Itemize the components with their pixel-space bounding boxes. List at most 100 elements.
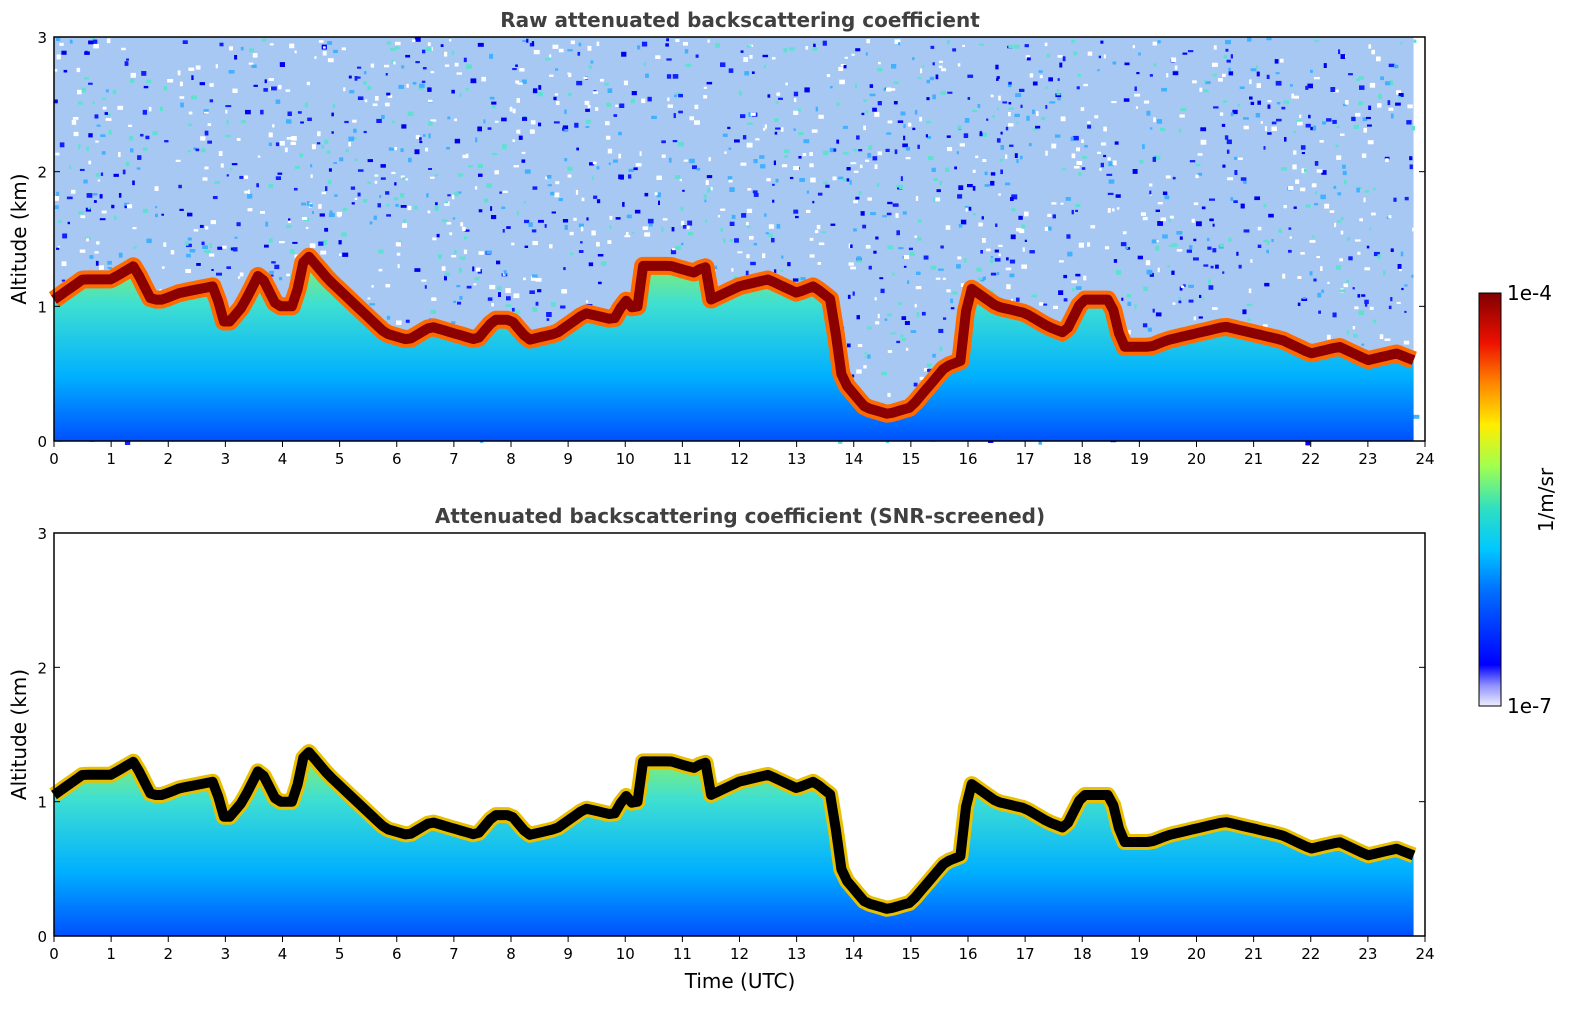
noise-pixel (130, 72, 136, 78)
noise-pixel (853, 148, 858, 152)
noise-pixel (666, 74, 672, 79)
noise-pixel (1172, 302, 1176, 305)
x-tick-label: 24 (1415, 945, 1434, 963)
panel-title: Attenuated backscattering coefficient (S… (435, 504, 1045, 528)
noise-pixel (919, 376, 924, 380)
noise-pixel (778, 97, 783, 100)
noise-pixel (1243, 180, 1247, 184)
noise-pixel (1008, 81, 1012, 85)
noise-pixel (545, 58, 551, 61)
noise-pixel (1021, 224, 1026, 230)
noise-pixel (1053, 305, 1058, 309)
noise-pixel (1056, 93, 1061, 96)
noise-pixel (521, 159, 526, 163)
noise-pixel (1154, 440, 1160, 445)
noise-pixel (96, 124, 101, 127)
noise-pixel (747, 122, 753, 125)
noise-pixel (939, 346, 943, 352)
noise-pixel (556, 101, 560, 105)
noise-pixel (1271, 239, 1274, 243)
noise-pixel (1376, 56, 1381, 62)
noise-pixel (1297, 121, 1303, 126)
noise-pixel (1121, 297, 1124, 301)
noise-pixel (214, 181, 221, 184)
noise-pixel (124, 440, 131, 445)
noise-pixel (188, 123, 193, 127)
x-tick-label: 18 (1073, 450, 1092, 468)
noise-pixel (1128, 329, 1131, 335)
x-tick-label: 22 (1301, 450, 1320, 468)
noise-pixel (1100, 40, 1104, 44)
noise-pixel (412, 39, 416, 42)
noise-pixel (581, 197, 585, 202)
noise-pixel (784, 155, 789, 158)
noise-pixel (1281, 106, 1286, 110)
noise-pixel (72, 117, 79, 120)
noise-pixel (309, 243, 316, 248)
noise-pixel (350, 186, 356, 190)
noise-pixel (932, 353, 936, 358)
colorbar: 1e-4 1e-7 1/m/sr (1478, 281, 1558, 718)
noise-pixel (54, 99, 58, 104)
noise-pixel (728, 68, 734, 73)
x-tick-label: 1 (106, 450, 116, 468)
noise-pixel (624, 235, 631, 238)
noise-pixel (1075, 273, 1081, 277)
noise-pixel (893, 81, 899, 85)
noise-pixel (385, 102, 390, 107)
noise-pixel (538, 219, 544, 223)
noise-pixel (391, 147, 397, 151)
noise-pixel (1165, 175, 1171, 179)
noise-pixel (66, 196, 73, 200)
noise-pixel (996, 138, 1001, 143)
noise-pixel (1047, 213, 1052, 217)
noise-pixel (1275, 80, 1282, 86)
noise-pixel (763, 64, 766, 69)
noise-pixel (529, 129, 535, 134)
noise-pixel (260, 109, 264, 115)
noise-pixel (1073, 51, 1078, 56)
noise-pixel (977, 277, 983, 280)
noise-pixel (203, 250, 208, 253)
noise-pixel (59, 42, 64, 46)
noise-pixel (481, 76, 486, 82)
noise-pixel (457, 301, 462, 305)
noise-pixel (93, 39, 98, 44)
noise-pixel (862, 224, 867, 229)
noise-pixel (59, 142, 65, 148)
noise-pixel (521, 79, 527, 84)
noise-pixel (592, 161, 597, 165)
noise-pixel (1205, 81, 1211, 85)
noise-pixel (93, 200, 97, 203)
noise-pixel (1364, 303, 1368, 307)
noise-pixel (868, 265, 872, 270)
noise-pixel (608, 162, 611, 165)
noise-pixel (740, 114, 746, 119)
noise-pixel (865, 159, 870, 162)
noise-pixel (285, 89, 291, 92)
noise-pixel (1254, 196, 1260, 201)
x-tick-label: 8 (506, 450, 516, 468)
y-tick-label: 2 (37, 659, 47, 677)
noise-pixel (965, 207, 968, 212)
noise-pixel (549, 244, 553, 249)
noise-pixel (875, 321, 880, 325)
noise-pixel (124, 205, 128, 209)
noise-pixel (957, 63, 961, 67)
noise-pixel (1164, 195, 1170, 200)
noise-pixel (502, 229, 505, 233)
noise-pixel (226, 174, 229, 177)
noise-pixel (633, 167, 638, 171)
noise-pixel (714, 440, 717, 444)
noise-pixel (1155, 245, 1160, 251)
noise-pixel (1361, 294, 1366, 297)
noise-pixel (1300, 252, 1305, 255)
x-tick-label: 18 (1073, 945, 1092, 963)
noise-pixel (588, 65, 593, 69)
noise-pixel (554, 93, 559, 96)
noise-pixel (560, 305, 566, 309)
noise-pixel (591, 230, 596, 236)
noise-pixel (1199, 87, 1203, 92)
noise-pixel (684, 49, 689, 54)
noise-pixel (1132, 45, 1135, 49)
